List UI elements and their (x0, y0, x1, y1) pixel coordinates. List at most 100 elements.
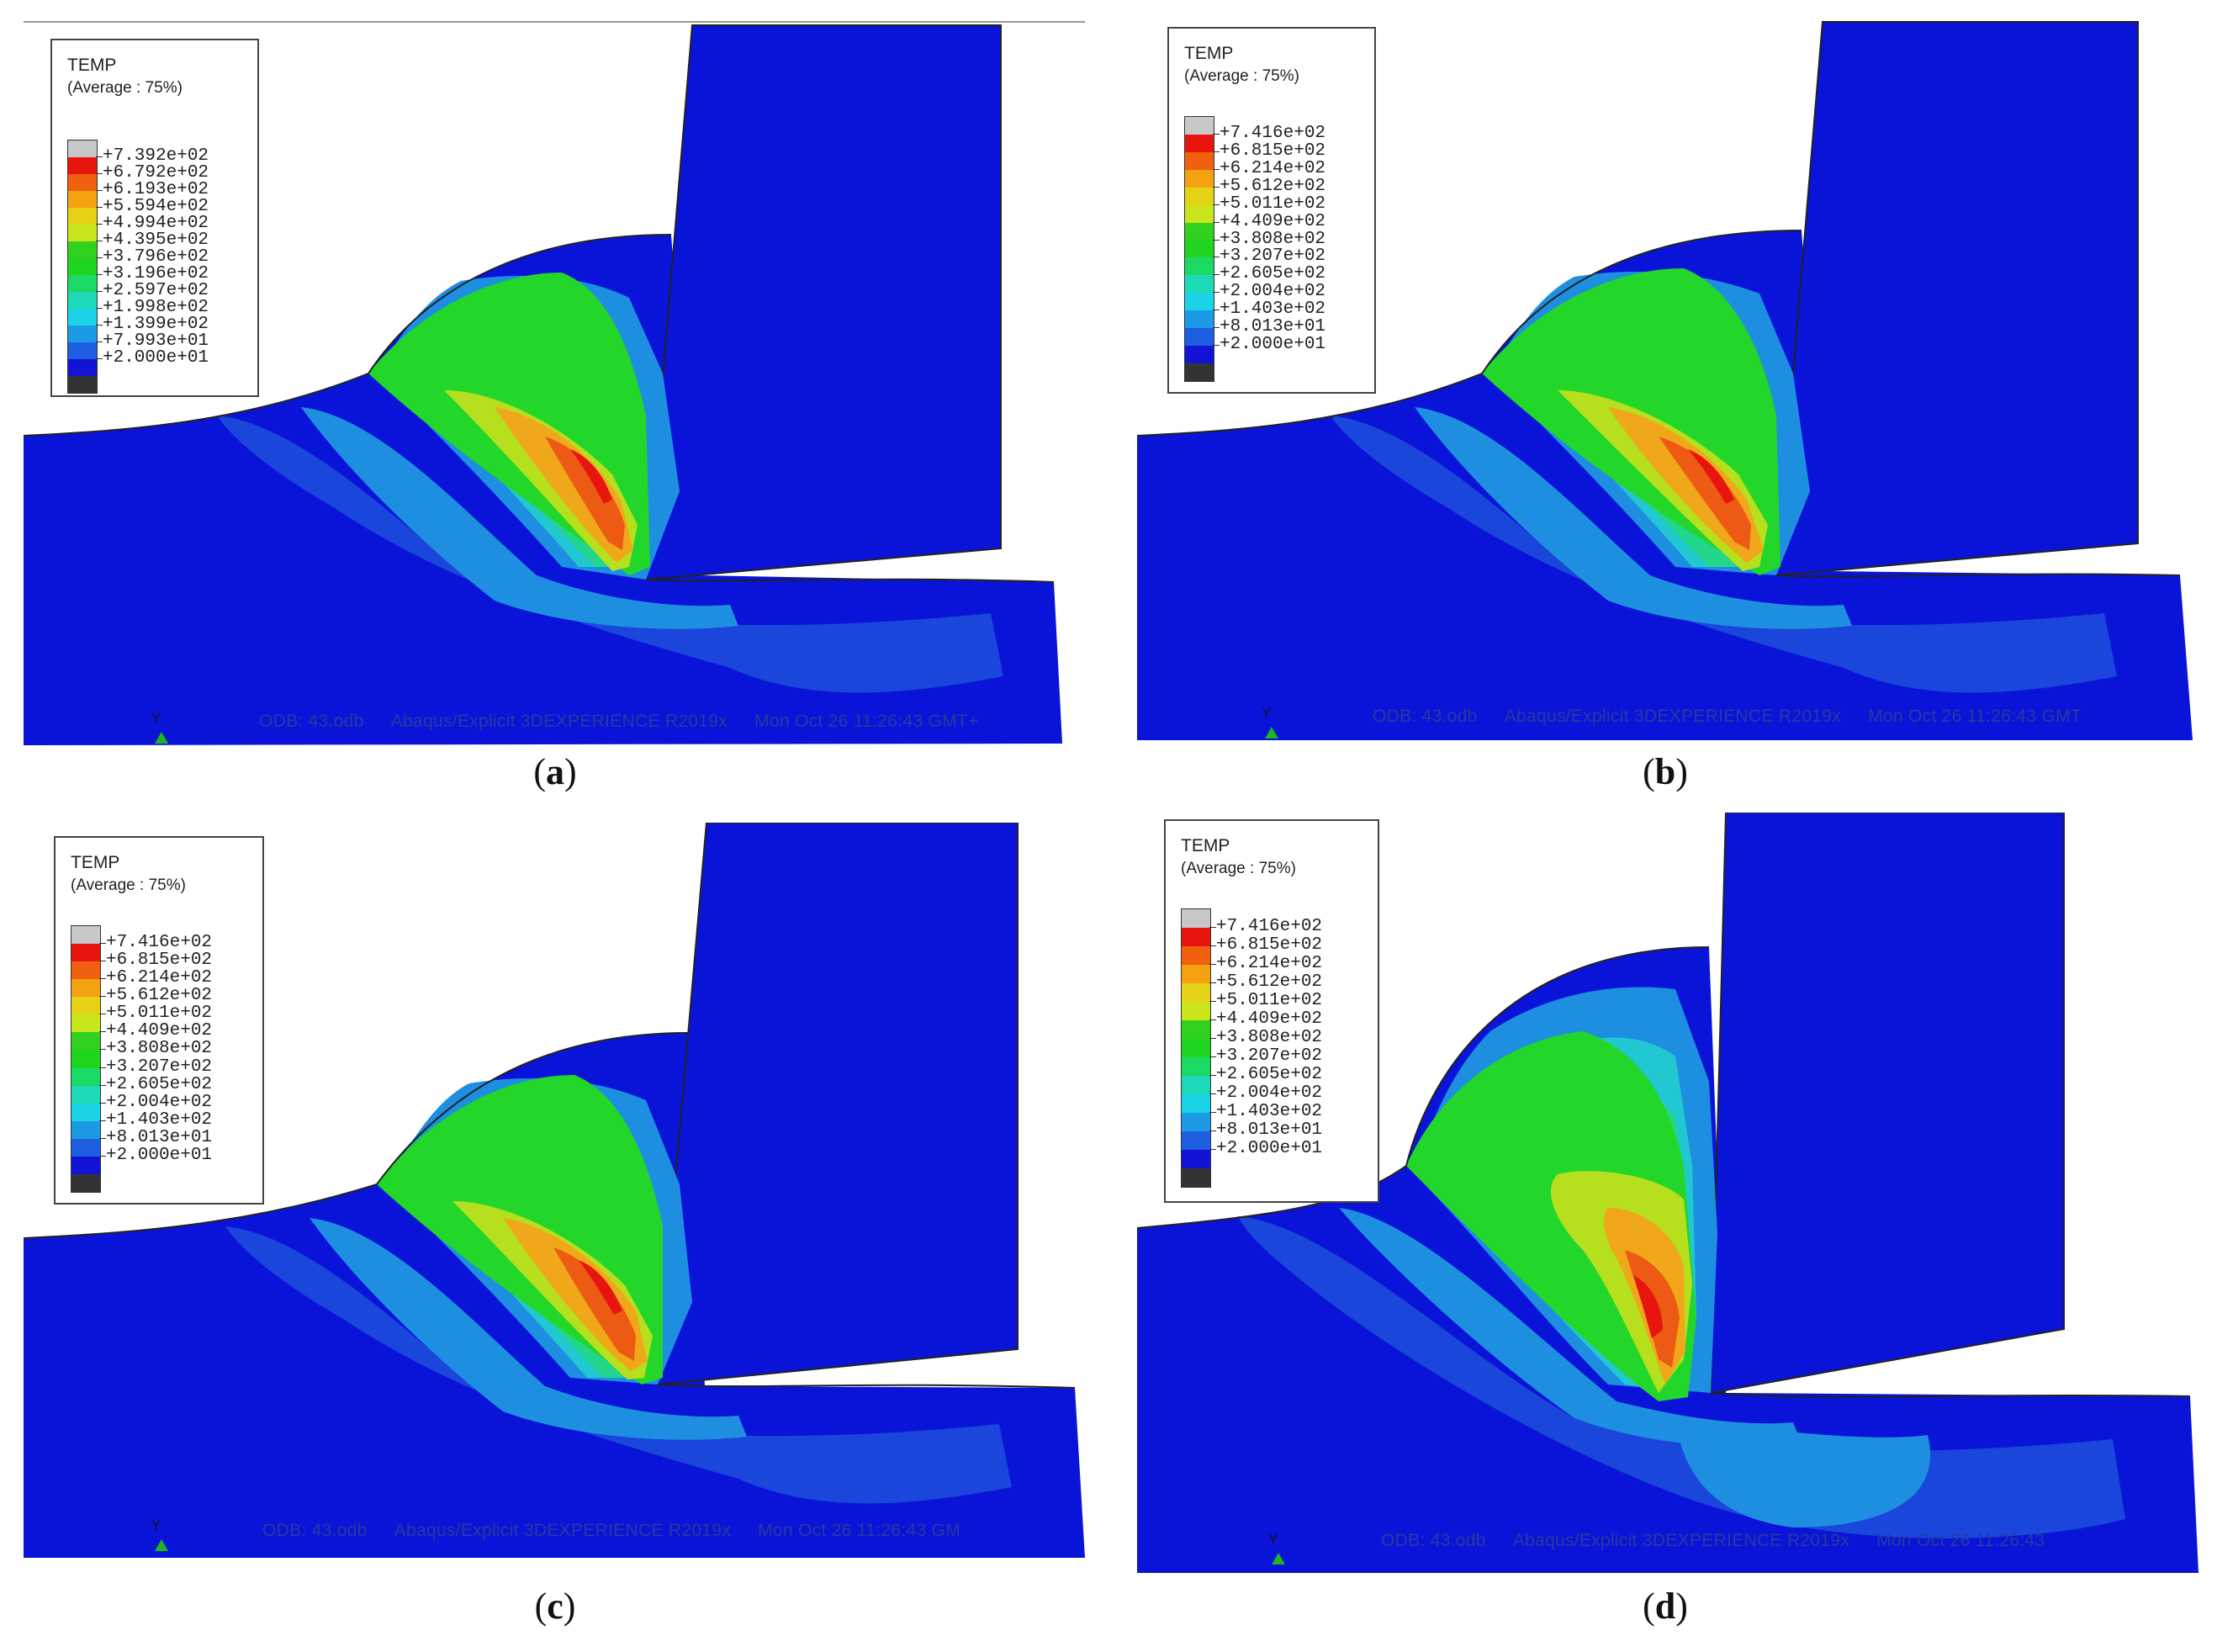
legend-subtitle: (Average : 75%) (1184, 67, 1299, 85)
legend-value: +5.612e+02 (106, 986, 213, 1006)
caption-a: (a) (533, 751, 577, 792)
legend-tick (1213, 221, 1220, 223)
legend-tick (99, 1067, 106, 1068)
panel-b: TEMP (Average : 75%) +7.416e+02 +6.815e+0… (1137, 20, 2198, 740)
triad-arrow-icon (1272, 1553, 1285, 1565)
legend-swatch (1185, 345, 1214, 363)
legend-swatch (1185, 222, 1214, 241)
legend-swatch (71, 926, 100, 945)
legend-tick (1209, 1130, 1216, 1131)
legend-title: TEMP (67, 56, 117, 75)
legend-tick (99, 943, 106, 945)
odb-name: ODB: 43.odb (259, 712, 364, 731)
legend-swatch (1182, 1020, 1210, 1039)
legend-value: +2.605e+02 (1216, 1065, 1323, 1084)
legend-swatch (1182, 909, 1210, 928)
legend-value: +2.597e+02 (103, 281, 209, 300)
legend-swatch (71, 1120, 100, 1139)
legend-swatch (1182, 965, 1210, 983)
legend-tick (96, 173, 103, 174)
temperature-legend: TEMP (Average : 75%) +7.392e+02 +6.792e+0… (50, 39, 259, 397)
legend-tick (1209, 1019, 1216, 1020)
legend-tick (96, 224, 103, 225)
legend-tick (1213, 168, 1220, 170)
triad-y-label: Y (151, 1517, 161, 1533)
legend-value: +5.011e+02 (106, 1003, 213, 1024)
legend-colorbar (1181, 908, 1211, 1188)
legend-swatch (71, 1156, 100, 1174)
legend-value: +3.196e+02 (103, 264, 209, 283)
triad-arrow-icon (1265, 727, 1278, 739)
legend-tick (1209, 945, 1216, 946)
legend-value: +7.993e+01 (103, 331, 209, 351)
legend-value: +8.013e+01 (1216, 1120, 1323, 1140)
legend-value: +4.409e+02 (106, 1021, 213, 1041)
legend-swatch (68, 208, 97, 225)
legend-value: +4.409e+02 (1216, 1009, 1323, 1029)
legend-tick (1213, 274, 1220, 276)
legend-tick (1209, 964, 1216, 965)
legend-tick (96, 274, 103, 275)
legend-value: +6.214e+02 (1216, 954, 1323, 973)
legend-tick (1209, 927, 1216, 928)
legend-title: TEMP (1181, 836, 1230, 855)
cutting-tool (644, 24, 1002, 581)
legend-value: +4.994e+02 (103, 214, 209, 233)
caption-d: (d) (1643, 1586, 1688, 1627)
odb-name: ODB: 43.odb (1373, 707, 1478, 726)
legend-value: +2.004e+02 (106, 1092, 213, 1112)
legend-swatch (71, 1032, 100, 1051)
legend-swatch (68, 309, 97, 326)
legend-value: +1.403e+02 (106, 1109, 213, 1130)
legend-value: +3.796e+02 (103, 247, 209, 267)
legend-swatch (71, 1103, 100, 1121)
axis-triad: Y (151, 710, 168, 744)
viewport-info: ODB: 43.odb Abaqus/Explicit 3DEXPERIENCE … (262, 1521, 987, 1541)
legend-swatch (71, 997, 100, 1015)
temperature-contour-plot (1137, 21, 2193, 740)
legend-tick (96, 291, 103, 292)
legend-value: +4.395e+02 (103, 230, 209, 250)
legend-tick (1213, 186, 1220, 188)
legend-tick (1213, 239, 1220, 241)
timestamp: Mon Oct 26 11:26:43 GM (758, 1521, 960, 1540)
legend-value: +1.403e+02 (1216, 1102, 1323, 1121)
legend-tick (96, 257, 103, 258)
legend-tick (1213, 345, 1220, 347)
legend-value: +6.815e+02 (106, 950, 213, 971)
legend-swatch (1185, 328, 1214, 346)
legend-value: +6.214e+02 (106, 968, 213, 988)
legend-swatch (1182, 1131, 1210, 1150)
panel-a: TEMP (Average : 75%) +7.392e+02 +6.792e+0… (24, 20, 1085, 745)
axis-triad: Y (1262, 705, 1278, 739)
legend-swatch (1182, 1057, 1210, 1076)
legend-tick (96, 190, 103, 191)
legend-swatch (1182, 946, 1210, 965)
legend-value: +2.605e+02 (1220, 264, 1326, 284)
odb-name: ODB: 43.odb (1381, 1531, 1486, 1550)
legend-swatch (71, 1067, 100, 1086)
triad-y-label: Y (1268, 1531, 1278, 1547)
legend-tick (1213, 204, 1220, 205)
solver-name: Abaqus/Explicit 3DEXPERIENCE R2019x (390, 712, 728, 731)
legend-swatch (68, 174, 97, 191)
legend-swatch (68, 157, 97, 174)
legend-tick (1213, 292, 1220, 294)
legend-tick (96, 358, 103, 359)
legend-swatch (71, 1014, 100, 1033)
temperature-contour-plot (24, 823, 1085, 1558)
legend-subtitle: (Average : 75%) (1181, 860, 1296, 877)
legend-tick (96, 156, 103, 157)
legend-tick (1209, 982, 1216, 983)
legend-swatch (68, 140, 97, 157)
legend-tick (96, 308, 103, 309)
legend-value: +3.808e+02 (106, 1039, 213, 1059)
legend-swatch (1185, 363, 1214, 381)
legend-swatch (1182, 1002, 1210, 1020)
legend-swatch (1185, 275, 1214, 294)
legend-tick (99, 996, 106, 998)
legend-value: +8.013e+01 (1220, 317, 1326, 337)
legend-value: +5.011e+02 (1216, 991, 1323, 1010)
odb-name: ODB: 43.odb (262, 1521, 368, 1540)
viewport-info: ODB: 43.odb Abaqus/Explicit 3DEXPERIENCE … (1381, 1531, 2071, 1551)
